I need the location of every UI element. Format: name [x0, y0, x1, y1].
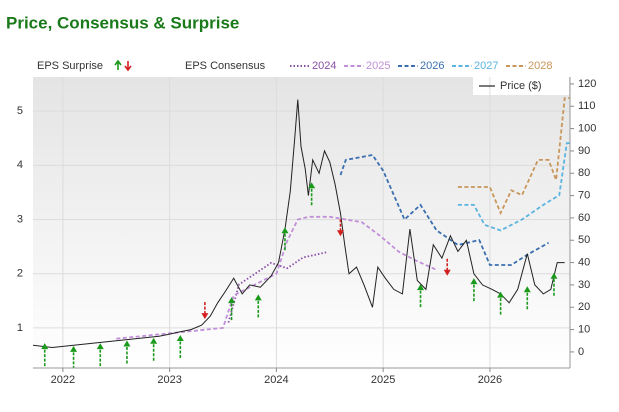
beat-arrow — [308, 182, 316, 206]
beat-arrow — [228, 297, 236, 321]
arrow-head — [523, 286, 531, 293]
y2-tick-label: 50 — [578, 234, 590, 246]
arrow-head — [417, 284, 425, 291]
beat-arrow — [417, 284, 425, 308]
beat-arrow — [550, 272, 558, 296]
chart-title: Price, Consensus & Surprise — [6, 13, 239, 32]
legend-label: 2025 — [366, 60, 390, 72]
y-tick-label: 2 — [17, 268, 23, 280]
arrow-head — [41, 343, 49, 350]
miss-icon — [124, 61, 132, 72]
arrow-head — [150, 337, 158, 344]
y2-tick-label: 0 — [578, 346, 584, 358]
arrow-head — [176, 335, 184, 342]
beat-arrow — [281, 227, 289, 251]
x-tick-label: 2022 — [51, 374, 75, 386]
y2-tick-label: 20 — [578, 301, 590, 313]
y-tick-label: 5 — [17, 105, 23, 117]
legend-label: 2027 — [474, 60, 498, 72]
beat-arrow — [523, 286, 531, 310]
legend-label: 2024 — [312, 60, 336, 72]
arrow-head — [201, 313, 209, 320]
y-tick-label: 3 — [17, 213, 23, 225]
surprise-legend-label: EPS Surprise — [37, 60, 103, 72]
arrow-head — [96, 343, 104, 350]
y2-tick-label: 10 — [578, 323, 590, 335]
beat-arrow — [497, 291, 505, 315]
y2-tick-label: 40 — [578, 256, 590, 268]
miss-arrow — [201, 302, 209, 320]
x-tick-label: 2025 — [371, 374, 395, 386]
beat-arrow — [41, 343, 49, 367]
x-tick-label: 2024 — [264, 374, 288, 386]
series-line — [116, 215, 437, 340]
legend-label: 2028 — [528, 60, 552, 72]
x-tick-label: 2023 — [157, 374, 181, 386]
x-tick-label: 2026 — [478, 374, 502, 386]
plot-area — [33, 77, 570, 368]
arrow-head — [443, 269, 451, 276]
series-line — [457, 97, 570, 216]
arrow-head — [254, 294, 262, 301]
plot — [33, 77, 570, 368]
y2-tick-label: 90 — [578, 145, 590, 157]
beat-arrow — [470, 278, 478, 302]
y2-tick-label: 120 — [578, 78, 596, 90]
series-line — [339, 154, 550, 266]
arrow-head — [470, 278, 478, 285]
legend-label: Price ($) — [500, 80, 542, 92]
beat-arrow — [96, 343, 104, 367]
series-line — [227, 251, 328, 323]
arrow-head — [70, 345, 78, 352]
beat-arrow — [150, 337, 158, 361]
beat-icon — [114, 59, 122, 70]
arrow-head — [497, 291, 505, 298]
consensus-legend-label: EPS Consensus — [185, 60, 266, 72]
price-legend-box — [473, 77, 569, 95]
y-tick-label: 4 — [17, 159, 23, 171]
arrow-head — [550, 272, 558, 279]
y2-tick-label: 60 — [578, 212, 590, 224]
series-line — [457, 142, 570, 232]
arrow-head — [123, 340, 131, 347]
beat-arrow — [254, 294, 262, 318]
y2-tick-label: 30 — [578, 279, 590, 291]
beat-arrow — [123, 340, 131, 364]
arrow-head — [308, 182, 316, 189]
y2-tick-label: 80 — [578, 167, 590, 179]
y2-tick-label: 70 — [578, 189, 590, 201]
y2-tick-label: 100 — [578, 122, 596, 134]
y-tick-label: 1 — [17, 322, 23, 334]
beat-arrow — [70, 345, 78, 368]
miss-arrow — [443, 258, 451, 276]
y2-tick-label: 110 — [578, 100, 596, 112]
legend-label: 2026 — [420, 60, 444, 72]
series-line — [33, 99, 565, 349]
miss-arrow — [336, 219, 344, 237]
arrow-head — [336, 230, 344, 237]
arrow-head — [281, 227, 289, 234]
beat-arrow — [176, 335, 184, 359]
arrow-head — [228, 297, 236, 304]
legend: 2024 2025 2026 2027 2028 Price ($) — [290, 60, 552, 92]
